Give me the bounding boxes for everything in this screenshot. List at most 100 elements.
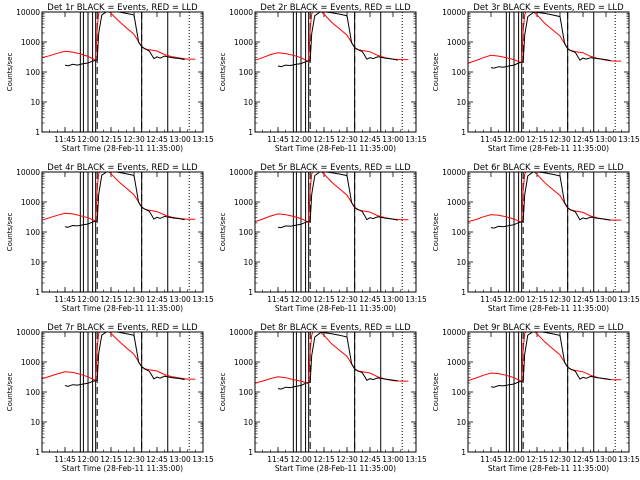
series-line-events: [277, 332, 398, 390]
x-tick-label: 13:15: [618, 295, 640, 304]
plot-frame: [41, 171, 204, 293]
y-tick-label: 1: [35, 288, 40, 297]
x-tick-label: 13:00: [382, 295, 404, 304]
y-tick-label: 10: [30, 98, 40, 107]
data-gap: [296, 172, 301, 292]
x-tick-label: 13:00: [382, 455, 404, 464]
y-tick-label: 1000: [21, 38, 40, 47]
y-tick-label: 10: [456, 258, 466, 267]
x-tick-label: 11:45: [267, 455, 289, 464]
y-tick-label: 1: [35, 448, 40, 457]
series-line-events: [490, 12, 611, 69]
x-tick-label: 12:30: [336, 455, 358, 464]
y-tick-label: 10000: [442, 328, 466, 337]
data-gap: [83, 12, 88, 132]
plot-area: [42, 172, 196, 292]
series-line-lld: [468, 12, 622, 64]
series-line-lld: [42, 332, 196, 382]
y-axis-label: Counts/sec: [6, 373, 14, 412]
y-tick-label: 1: [461, 288, 466, 297]
data-gap: [509, 172, 514, 292]
x-tick-label: 11:45: [480, 135, 502, 144]
y-tick-label: 1: [248, 448, 253, 457]
panel-det-3: Det 3r BLACK = Events, RED = LLD 1 10 100 10…: [432, 3, 640, 153]
plot-area: [42, 332, 196, 452]
series-line-lld: [42, 172, 196, 222]
x-tick-label: 13:15: [405, 135, 427, 144]
panel-det-7: Det 7r BLACK = Events, RED = LLD 1 10 100 10…: [6, 323, 214, 473]
x-axis-label: Start Time (28-Feb-11 11:35:00): [275, 464, 396, 473]
x-tick-label: 13:15: [192, 135, 214, 144]
y-axis-label: Counts/sec: [219, 53, 227, 92]
x-tick-label: 12:45: [146, 295, 168, 304]
x-tick-label: 12:15: [313, 135, 335, 144]
plot-area: [255, 12, 409, 132]
y-tick-label: 1: [35, 128, 40, 137]
x-axis-label: Start Time (28-Feb-11 11:35:00): [62, 144, 183, 153]
x-tick-label: 12:00: [290, 455, 312, 464]
panel-title: Det 5r BLACK = Events, RED = LLD: [260, 163, 411, 173]
x-tick-label: 12:15: [313, 455, 335, 464]
x-axis-label: Start Time (28-Feb-11 11:35:00): [275, 304, 396, 313]
x-tick-label: 12:15: [313, 295, 335, 304]
x-tick-label: 12:45: [146, 455, 168, 464]
x-axis-label: Start Time (28-Feb-11 11:35:00): [62, 464, 183, 473]
plot-frame: [254, 331, 417, 453]
series-line-events: [277, 12, 398, 68]
x-tick-label: 13:00: [595, 135, 617, 144]
x-tick-label: 12:45: [146, 135, 168, 144]
y-tick-label: 1000: [447, 198, 466, 207]
plot-frame: [467, 11, 630, 133]
x-tick-label: 12:15: [526, 455, 548, 464]
x-tick-label: 11:45: [54, 455, 76, 464]
plot-area: [255, 332, 409, 452]
x-tick-label: 12:30: [123, 455, 145, 464]
x-tick-label: 13:15: [192, 455, 214, 464]
series-line-lld: [255, 332, 409, 385]
y-tick-label: 10000: [229, 8, 253, 17]
x-tick-label: 12:00: [77, 135, 99, 144]
x-tick-label: 13:15: [618, 455, 640, 464]
plot-frame: [41, 11, 204, 133]
y-tick-label: 100: [452, 388, 467, 397]
x-tick-label: 12:00: [290, 135, 312, 144]
plot-frame: [41, 331, 204, 453]
series-line-events: [64, 332, 185, 387]
panel-title: Det 9r BLACK = Events, RED = LLD: [473, 323, 624, 333]
y-tick-label: 10: [243, 418, 253, 427]
plot-area: [468, 332, 622, 452]
x-tick-label: 12:15: [100, 295, 122, 304]
data-gap: [83, 172, 88, 292]
x-tick-label: 12:30: [549, 135, 571, 144]
x-tick-label: 12:00: [503, 295, 525, 304]
y-tick-label: 10: [30, 418, 40, 427]
panel-det-2: Det 2r BLACK = Events, RED = LLD 1 10 100 10…: [219, 3, 427, 153]
plot-frame: [254, 11, 417, 133]
x-tick-label: 13:15: [192, 295, 214, 304]
y-axis-label: Counts/sec: [432, 373, 440, 412]
x-tick-label: 12:30: [549, 295, 571, 304]
x-tick-label: 11:45: [480, 295, 502, 304]
y-tick-label: 10: [243, 98, 253, 107]
panel-det-1: Det 1r BLACK = Events, RED = LLD 1 10 100 10…: [6, 3, 214, 153]
x-axis-label: Start Time (28-Feb-11 11:35:00): [275, 144, 396, 153]
y-tick-label: 100: [26, 388, 41, 397]
y-tick-label: 100: [239, 228, 254, 237]
panel-det-8: Det 8r BLACK = Events, RED = LLD 1 10 100 10…: [219, 323, 427, 473]
panel-det-4: Det 4r BLACK = Events, RED = LLD 1 10 100 10…: [6, 163, 214, 313]
y-tick-label: 10000: [16, 168, 40, 177]
x-tick-label: 12:45: [572, 455, 594, 464]
x-tick-label: 12:00: [503, 455, 525, 464]
x-tick-label: 12:45: [572, 135, 594, 144]
series-line-events: [64, 172, 185, 228]
y-axis-label: Counts/sec: [219, 213, 227, 252]
plot-frame: [467, 331, 630, 453]
x-tick-label: 12:45: [359, 135, 381, 144]
x-tick-label: 12:30: [336, 295, 358, 304]
y-tick-label: 10: [456, 98, 466, 107]
x-tick-label: 12:00: [503, 135, 525, 144]
data-gap: [83, 332, 88, 452]
y-tick-label: 10: [456, 418, 466, 427]
y-tick-label: 1: [248, 128, 253, 137]
